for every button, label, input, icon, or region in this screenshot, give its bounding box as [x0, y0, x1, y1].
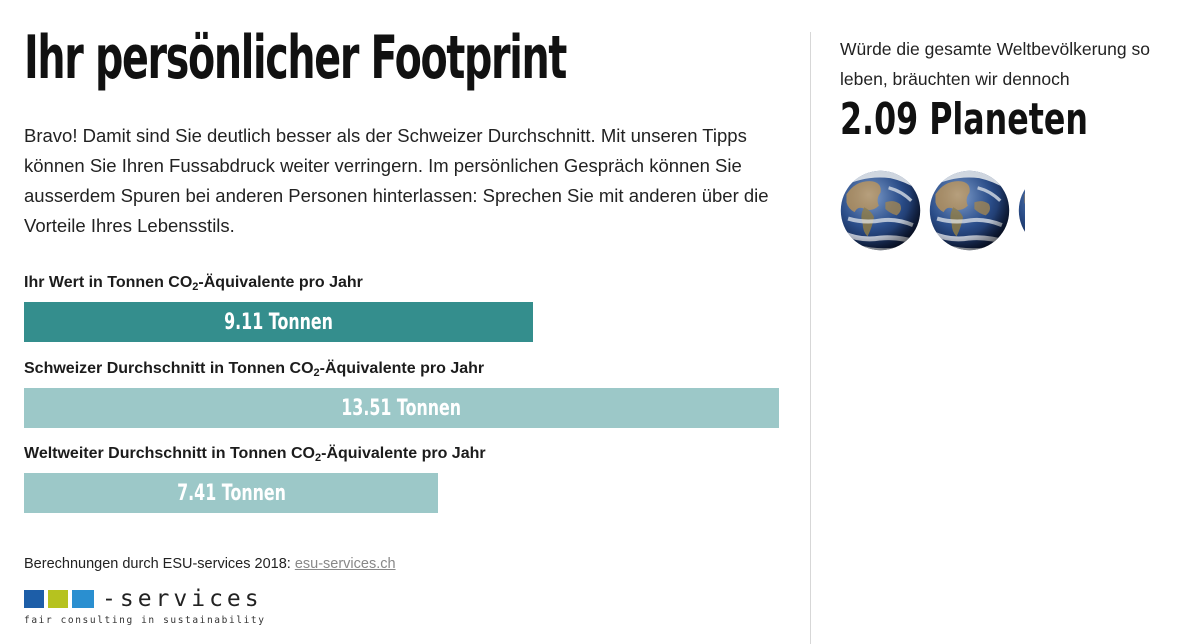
earth-globe-icon — [840, 170, 921, 251]
world-average-bar: 7.41 Tonnen — [24, 473, 439, 513]
swiss-average-text: 13.51 Tonnen — [341, 395, 462, 421]
credit-text: Berechnungen durch ESU-services 2018: — [24, 556, 295, 572]
world-average-label: Weltweiter Durchschnitt in Tonnen CO2-Äq… — [24, 445, 486, 464]
earth-globe-icon — [1018, 170, 1026, 251]
esu-logo-mark — [24, 588, 104, 610]
logo-tagline: fair consulting in sustainability — [24, 615, 266, 626]
swiss-average-label: Schweizer Durchschnitt in Tonnen CO2-Äqu… — [24, 360, 485, 379]
planet-globes — [840, 170, 1026, 252]
logo-wordmark: -services — [102, 586, 263, 612]
credit-line: Berechnungen durch ESU-services 2018: es… — [24, 556, 396, 572]
page-title: Ihr persönlicher Footprint — [24, 23, 567, 93]
own-value-label: Ihr Wert in Tonnen CO2-Äquivalente pro J… — [24, 274, 363, 293]
swiss-average-bar: 13.51 Tonnen — [24, 388, 779, 428]
own-value-text: 9.11 Tonnen — [224, 309, 333, 335]
planet-count: 2.09 Planeten — [840, 94, 1088, 145]
esu-services-logo[interactable]: -services fair consulting in sustainabil… — [24, 586, 286, 628]
planet-intro-text: Würde die gesamte Weltbevölkerung so leb… — [840, 39, 1150, 89]
intro-text: Bravo! Damit sind Sie deutlich besser al… — [24, 125, 769, 236]
world-average-text: 7.41 Tonnen — [176, 480, 286, 506]
column-divider — [810, 32, 811, 644]
esu-services-link[interactable]: esu-services.ch — [294, 556, 396, 572]
earth-globe-icon — [929, 170, 1010, 251]
own-value-bar: 9.11 Tonnen — [24, 302, 534, 342]
